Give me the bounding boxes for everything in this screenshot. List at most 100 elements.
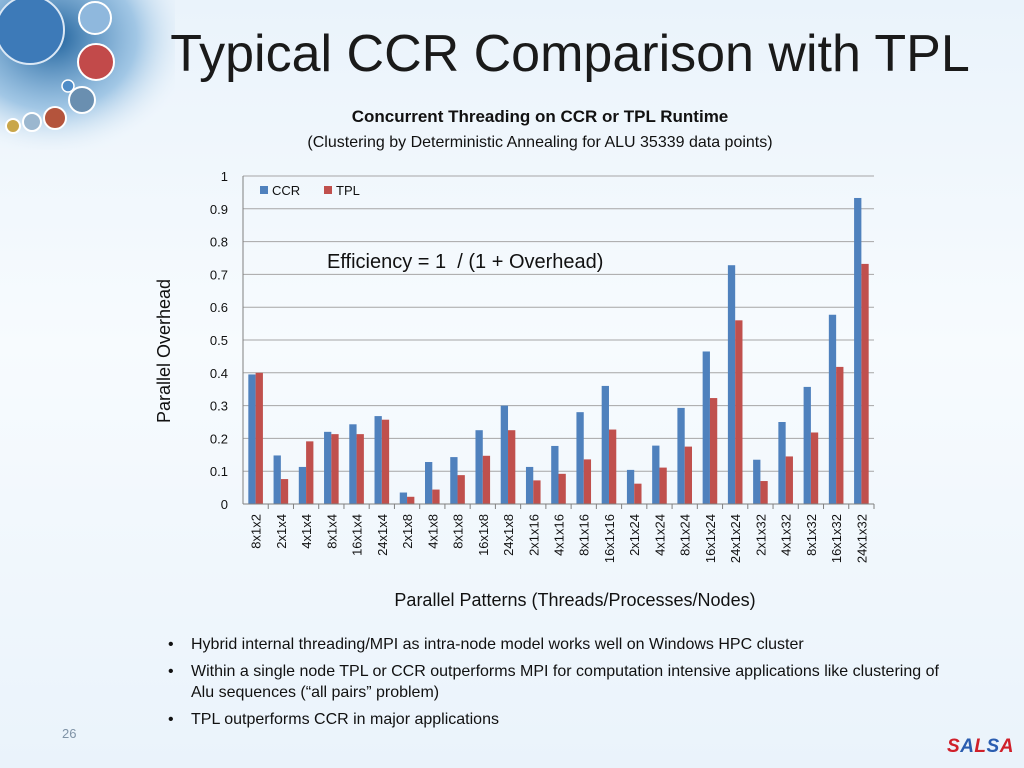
bar-tpl xyxy=(861,263,869,504)
y-tick-label: 0 xyxy=(221,497,228,512)
bar-tpl xyxy=(709,398,718,504)
bar-ccr xyxy=(399,492,408,504)
bar-tpl xyxy=(457,475,465,504)
x-tick-label: 16x1x4 xyxy=(350,514,365,556)
bar-ccr xyxy=(425,462,433,504)
corner-decoration xyxy=(0,0,175,150)
chart-axes: 0 0.1 0.2 0.3 0.4 0.5 0.6 0.7 0.8 0.9 1 8x1x2 2x1x4 4… xyxy=(210,169,875,563)
x-tick-label: 16x1x8 xyxy=(476,514,491,556)
bar-tpl xyxy=(280,479,289,504)
y-tick-label: 1 xyxy=(221,169,228,184)
bar-tpl xyxy=(331,434,339,504)
bar-tpl xyxy=(836,366,844,504)
bar-ccr xyxy=(854,197,862,504)
x-tick-label: 8x1x8 xyxy=(451,514,466,549)
x-tick-label: 2x1x4 xyxy=(274,514,289,549)
x-tick-label: 2x1x8 xyxy=(400,514,415,549)
y-tick-label: 0.9 xyxy=(210,202,228,217)
legend-swatch-tpl xyxy=(324,186,332,194)
bar-tpl xyxy=(583,459,592,504)
bar-tpl xyxy=(255,372,263,504)
x-tick-label: 4x1x32 xyxy=(779,514,794,556)
bar-tpl xyxy=(608,429,617,504)
x-tick-label: 8x1x32 xyxy=(804,514,819,556)
bar-ccr xyxy=(298,466,307,504)
bar-ccr xyxy=(324,431,332,504)
bar-ccr xyxy=(677,407,685,504)
logo-letter: L xyxy=(974,736,987,757)
bar-ccr xyxy=(652,445,660,504)
bar-tpl xyxy=(810,432,819,504)
salsa-logo: SALSA xyxy=(947,736,1014,758)
chart-subtitle: (Clustering by Deterministic Annealing f… xyxy=(307,134,773,151)
bar-ccr xyxy=(248,374,256,504)
y-tick-label: 0.7 xyxy=(210,267,228,282)
y-tick-label: 0.2 xyxy=(210,431,228,446)
y-axis-title: Parallel Overhead xyxy=(154,279,174,423)
bar-tpl xyxy=(634,483,642,504)
y-tick-label: 0.6 xyxy=(210,300,228,315)
x-tick-label: 2x1x16 xyxy=(526,514,541,556)
bar-ccr xyxy=(753,459,761,504)
x-tick-label: 2x1x24 xyxy=(627,514,642,556)
x-tick-label: 16x1x24 xyxy=(703,514,718,563)
bar-chart: 0 0.1 0.2 0.3 0.4 0.5 0.6 0.7 0.8 0.9 1 8x1x2 2x1x4 4… xyxy=(154,169,875,610)
y-tick-label: 0.3 xyxy=(210,399,228,414)
bar-tpl xyxy=(407,496,415,504)
bar-ccr xyxy=(702,351,710,504)
bar-ccr xyxy=(475,430,483,504)
bar-tpl xyxy=(659,467,667,504)
bar-ccr xyxy=(778,422,786,504)
bar-ccr xyxy=(374,416,382,504)
bar-ccr xyxy=(576,412,584,504)
y-tick-label: 0.8 xyxy=(210,235,228,250)
x-tick-label: 4x1x24 xyxy=(652,514,667,556)
bar-tpl xyxy=(684,446,692,504)
legend-swatch-ccr xyxy=(260,186,268,194)
bar-ccr xyxy=(601,385,609,504)
x-tick-label: 24x1x4 xyxy=(375,514,390,556)
chart-title: Concurrent Threading on CCR or TPL Runti… xyxy=(351,107,729,126)
chart-legend: CCR TPL xyxy=(260,183,360,198)
x-tick-label: 4x1x8 xyxy=(425,514,440,549)
efficiency-annotation: Efficiency = 1 / (1 + Overhead) xyxy=(327,251,603,273)
x-axis-title: Parallel Patterns (Threads/Processes/Nod… xyxy=(394,590,755,610)
bar-tpl xyxy=(482,455,491,504)
bar-tpl xyxy=(558,473,566,504)
x-tick-label: 8x1x2 xyxy=(249,514,264,549)
bar-tpl xyxy=(306,441,314,504)
bar-ccr xyxy=(551,445,559,504)
x-tick-label: 16x1x32 xyxy=(829,514,844,563)
bullet-item: TPL outperforms CCR in major application… xyxy=(166,709,956,730)
x-tick-label: 4x1x16 xyxy=(552,514,567,556)
x-tick-label: 24x1x24 xyxy=(728,514,743,563)
logo-letter: A xyxy=(960,736,975,757)
bar-tpl xyxy=(508,430,516,504)
bar-tpl xyxy=(432,489,440,504)
legend-label-ccr: CCR xyxy=(272,183,300,198)
bar-ccr xyxy=(525,466,534,504)
x-tick-label: 4x1x4 xyxy=(299,514,314,549)
bullet-item: Hybrid internal threading/MPI as intra-n… xyxy=(166,634,956,655)
x-tick-label: 24x1x8 xyxy=(501,514,516,556)
x-tick-label: 8x1x4 xyxy=(324,514,339,549)
y-tick-label: 0.4 xyxy=(210,366,228,381)
globe-icon xyxy=(0,0,65,65)
bar-tpl xyxy=(381,419,390,504)
logo-letter: S xyxy=(986,736,1000,757)
bullet-list: Hybrid internal threading/MPI as intra-n… xyxy=(166,634,956,736)
bar-ccr xyxy=(349,424,357,504)
bar-ccr xyxy=(450,457,458,504)
y-tick-label: 0.1 xyxy=(210,464,228,479)
bar-ccr xyxy=(828,314,837,504)
x-tick-label: 8x1x24 xyxy=(678,514,693,556)
page-number: 26 xyxy=(62,726,77,741)
logo-letter: S xyxy=(947,736,961,757)
bar-ccr xyxy=(803,386,811,504)
bar-tpl xyxy=(356,434,364,504)
bar-ccr xyxy=(500,405,509,504)
bar-tpl xyxy=(533,480,541,504)
bullet-item: Within a single node TPL or CCR outperfo… xyxy=(166,661,956,703)
slide-title: Typical CCR Comparison with TPL xyxy=(170,25,970,83)
legend-label-tpl: TPL xyxy=(336,183,360,198)
